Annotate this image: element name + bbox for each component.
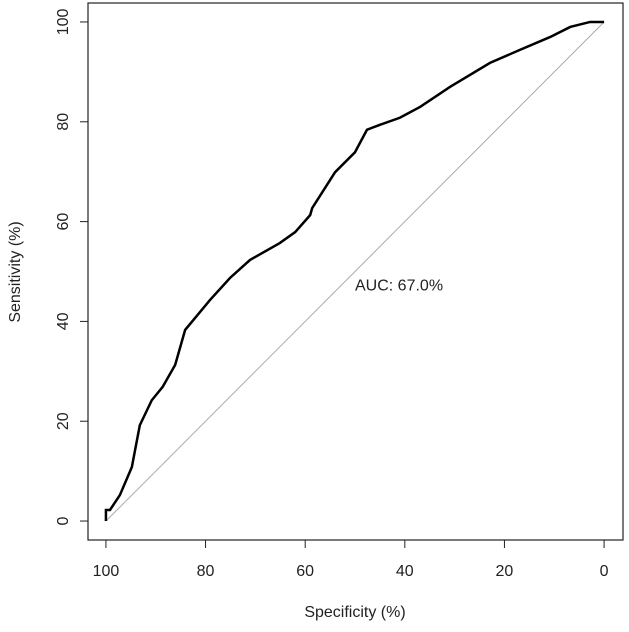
roc-curve: [104, 20, 605, 522]
x-tick-label: 20: [496, 563, 514, 580]
x-tick-label: 100: [93, 563, 120, 580]
y-tick-label: 60: [55, 213, 72, 231]
y-tick-label: 80: [55, 113, 72, 131]
plot-box: [87, 2, 624, 541]
y-axis-label: Sensitivity (%): [7, 221, 24, 322]
x-tick-label: 80: [197, 563, 215, 580]
y-tick-label: 0: [55, 516, 72, 525]
reference-line: [105, 21, 605, 522]
x-tick-label: 60: [296, 563, 314, 580]
x-tick-label: 40: [396, 563, 414, 580]
y-tick-label: 20: [55, 412, 72, 430]
y-tick-label: 100: [55, 9, 72, 36]
y-tick-label: 40: [55, 312, 72, 330]
x-tick-label: 0: [600, 563, 609, 580]
annotation: AUC: 67.0%: [355, 278, 443, 295]
x-axis-label: Specificity (%): [304, 604, 405, 621]
